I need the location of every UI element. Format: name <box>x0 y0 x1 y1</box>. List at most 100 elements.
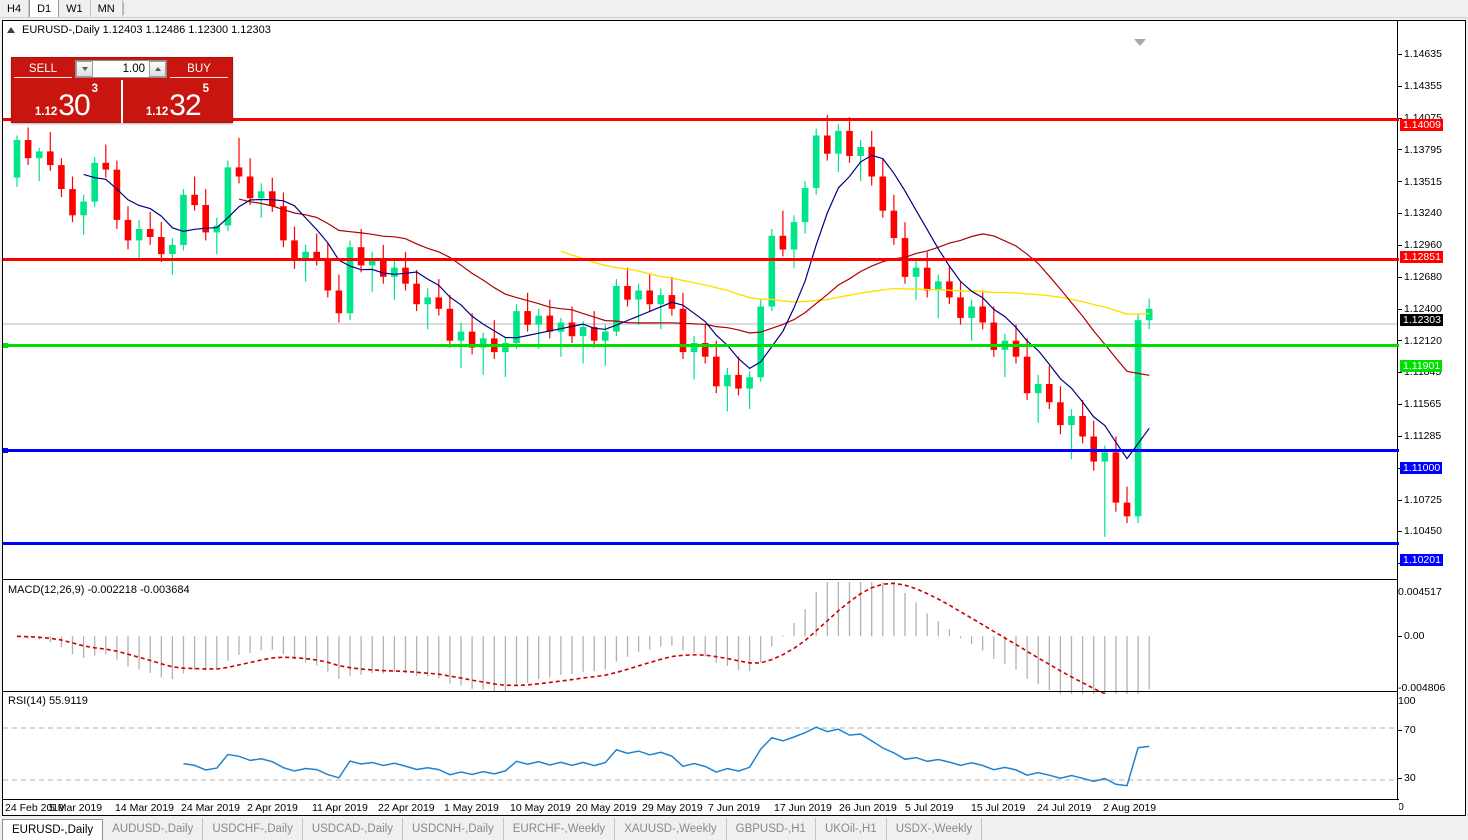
date-tick: 24 Feb 2019 <box>5 802 64 814</box>
sell-price[interactable]: 1.12 30 3 <box>12 80 121 123</box>
price-tag-110201[interactable]: 1.10201 <box>1400 553 1443 566</box>
level-line-114009[interactable] <box>3 118 1399 121</box>
ma-red-line <box>238 198 1150 376</box>
date-tick: 5 Jul 2019 <box>905 802 954 814</box>
rsi-series-line <box>183 726 1150 787</box>
symbol-tab-audusd[interactable]: AUDUSD-,Daily <box>103 818 204 840</box>
symbol-tab-usdchf[interactable]: USDCHF-,Daily <box>203 818 303 840</box>
level-anchor-111901[interactable] <box>3 343 8 348</box>
toolbar-separator <box>122 2 124 15</box>
volume-stepper[interactable]: 1.00 <box>75 60 167 78</box>
symbol-tab-gbpusd[interactable]: GBPUSD-,H1 <box>727 818 816 840</box>
price-tag-112303[interactable]: 1.12303 <box>1400 313 1443 326</box>
one-click-trading-panel[interactable]: SELL 1.00 BUY 1.12 30 3 1.12 32 5 <box>11 57 233 123</box>
date-tick: 29 May 2019 <box>642 802 703 814</box>
rsi-tick: 0 <box>1398 801 1404 813</box>
rsi-label: RSI(14) 55.9119 <box>8 695 88 707</box>
level-anchor-111000[interactable] <box>3 448 8 453</box>
buy-price-sup: 5 <box>202 83 210 95</box>
date-scale[interactable]: 24 Feb 2019 5 Mar 2019 14 Mar 2019 24 Mar 2… <box>3 799 1399 815</box>
octp-prices-row: 1.12 30 3 1.12 32 5 <box>12 80 232 123</box>
price-tick: 1.13240 <box>1398 208 1442 219</box>
chart-window[interactable]: EURUSD-,Daily 1.12403 1.12486 1.12300 1.… <box>2 20 1466 816</box>
price-tick: 1.11845 <box>1398 367 1441 378</box>
date-tick: 11 Apr 2019 <box>312 802 368 814</box>
date-tick: 2 Apr 2019 <box>247 802 298 814</box>
chart-header-text: EURUSD-,Daily 1.12403 1.12486 1.12300 1.… <box>22 24 271 36</box>
sell-price-big: 30 <box>58 89 90 122</box>
rsi-divider-top <box>3 691 1399 692</box>
price-tick: 1.12120 <box>1398 335 1442 347</box>
level-line-111901[interactable] <box>3 344 1399 347</box>
caret-up-icon[interactable] <box>149 61 166 77</box>
price-scale[interactable]: 1.14635 1.14355 1.14075 1.13795 1.13515 1.132… <box>1397 21 1465 815</box>
macd-tick: -0.004806 <box>1398 682 1446 694</box>
sell-button[interactable]: SELL <box>14 60 72 78</box>
price-tick: 1.14635 <box>1398 49 1442 60</box>
symbol-tab-eurchf[interactable]: EURCHF-,Weekly <box>504 818 616 840</box>
price-tag-114009[interactable]: 1.14009 <box>1400 119 1443 132</box>
sell-price-sup: 3 <box>91 83 99 95</box>
level-line-110201[interactable] <box>3 542 1399 545</box>
date-tick: 1 May 2019 <box>444 802 499 814</box>
price-tick: 1.12400 <box>1398 303 1442 315</box>
buy-button[interactable]: BUY <box>170 60 228 78</box>
symbol-tab-ukoil[interactable]: UKOil-,H1 <box>816 818 887 840</box>
macd-label: MACD(12,26,9) -0.002218 -0.003684 <box>8 584 190 596</box>
rsi-tick: 30 <box>1398 773 1416 784</box>
triangle-down-marker-icon <box>1134 39 1146 46</box>
price-tag-112851[interactable]: 1.12851 <box>1400 251 1443 264</box>
timeframe-toolbar: H4 D1 W1 MN <box>0 0 1468 18</box>
symbol-tab-usdcad[interactable]: USDCAD-,Daily <box>303 818 403 840</box>
ma-blue-line <box>83 154 1150 460</box>
ma-yellow-line <box>560 250 1150 315</box>
macd-divider-top <box>3 579 1399 580</box>
price-tick: 1.11565 <box>1398 399 1441 410</box>
price-tick: 1.10450 <box>1398 526 1442 537</box>
collapse-triangle-icon[interactable] <box>7 27 15 33</box>
buy-price[interactable]: 1.12 32 5 <box>121 80 232 123</box>
sell-price-prefix: 1.12 <box>34 106 58 118</box>
date-tick: 7 Jun 2019 <box>708 802 760 814</box>
macd-canvas <box>16 582 1150 694</box>
timeframe-h4[interactable]: H4 <box>0 0 30 17</box>
price-tick: 1.12680 <box>1398 271 1442 283</box>
rsi-plot[interactable] <box>3 694 1399 814</box>
timeframe-w1[interactable]: W1 <box>59 0 91 17</box>
date-tick: 20 May 2019 <box>576 802 637 814</box>
rsi-tick: 100 <box>1398 695 1416 707</box>
symbol-tab-bar[interactable]: EURUSD-,Daily AUDUSD-,Daily USDCHF-,Daily U… <box>0 818 1468 840</box>
volume-input[interactable]: 1.00 <box>93 61 149 77</box>
caret-down-icon[interactable] <box>76 61 93 77</box>
symbol-tab-xauusd[interactable]: XAUUSD-,Weekly <box>615 818 727 840</box>
date-tick: 14 Mar 2019 <box>115 802 174 814</box>
price-plot[interactable] <box>3 38 1399 579</box>
level-line-111000[interactable] <box>3 449 1399 452</box>
price-tick: 1.13515 <box>1398 176 1442 188</box>
date-tick: 10 May 2019 <box>510 802 571 814</box>
price-tick: 1.12960 <box>1398 239 1442 251</box>
date-tick: 5 Mar 2019 <box>49 802 103 814</box>
level-line-112851[interactable] <box>3 258 1399 261</box>
chart-header: EURUSD-,Daily 1.12403 1.12486 1.12300 1.… <box>7 23 271 37</box>
symbol-tab-usdcnh[interactable]: USDCNH-,Daily <box>403 818 504 840</box>
timeframe-d1[interactable]: D1 <box>29 0 60 17</box>
macd-plot[interactable] <box>3 582 1399 694</box>
date-tick: 15 Jul 2019 <box>971 802 1026 814</box>
buy-price-big: 32 <box>169 89 201 122</box>
price-tick: 1.11285 <box>1398 430 1441 442</box>
price-tick: 1.10725 <box>1398 494 1442 506</box>
price-tick: 1.13795 <box>1398 144 1442 156</box>
macd-tick: 0.004517 <box>1398 586 1442 598</box>
price-tag-111901[interactable]: 1.11901 <box>1400 359 1443 372</box>
date-tick: 17 Jun 2019 <box>774 802 832 814</box>
buy-price-prefix: 1.12 <box>145 106 169 118</box>
date-tick: 22 Apr 2019 <box>378 802 435 814</box>
symbol-tab-usdx[interactable]: USDX-,Weekly <box>887 818 983 840</box>
rsi-tick: 70 <box>1398 725 1416 736</box>
timeframe-mn[interactable]: MN <box>90 0 123 17</box>
price-tick: 1.14355 <box>1398 80 1442 92</box>
symbol-tab-eurusd[interactable]: EURUSD-,Daily <box>2 819 104 840</box>
price-tag-111000[interactable]: 1.11000 <box>1400 462 1443 475</box>
